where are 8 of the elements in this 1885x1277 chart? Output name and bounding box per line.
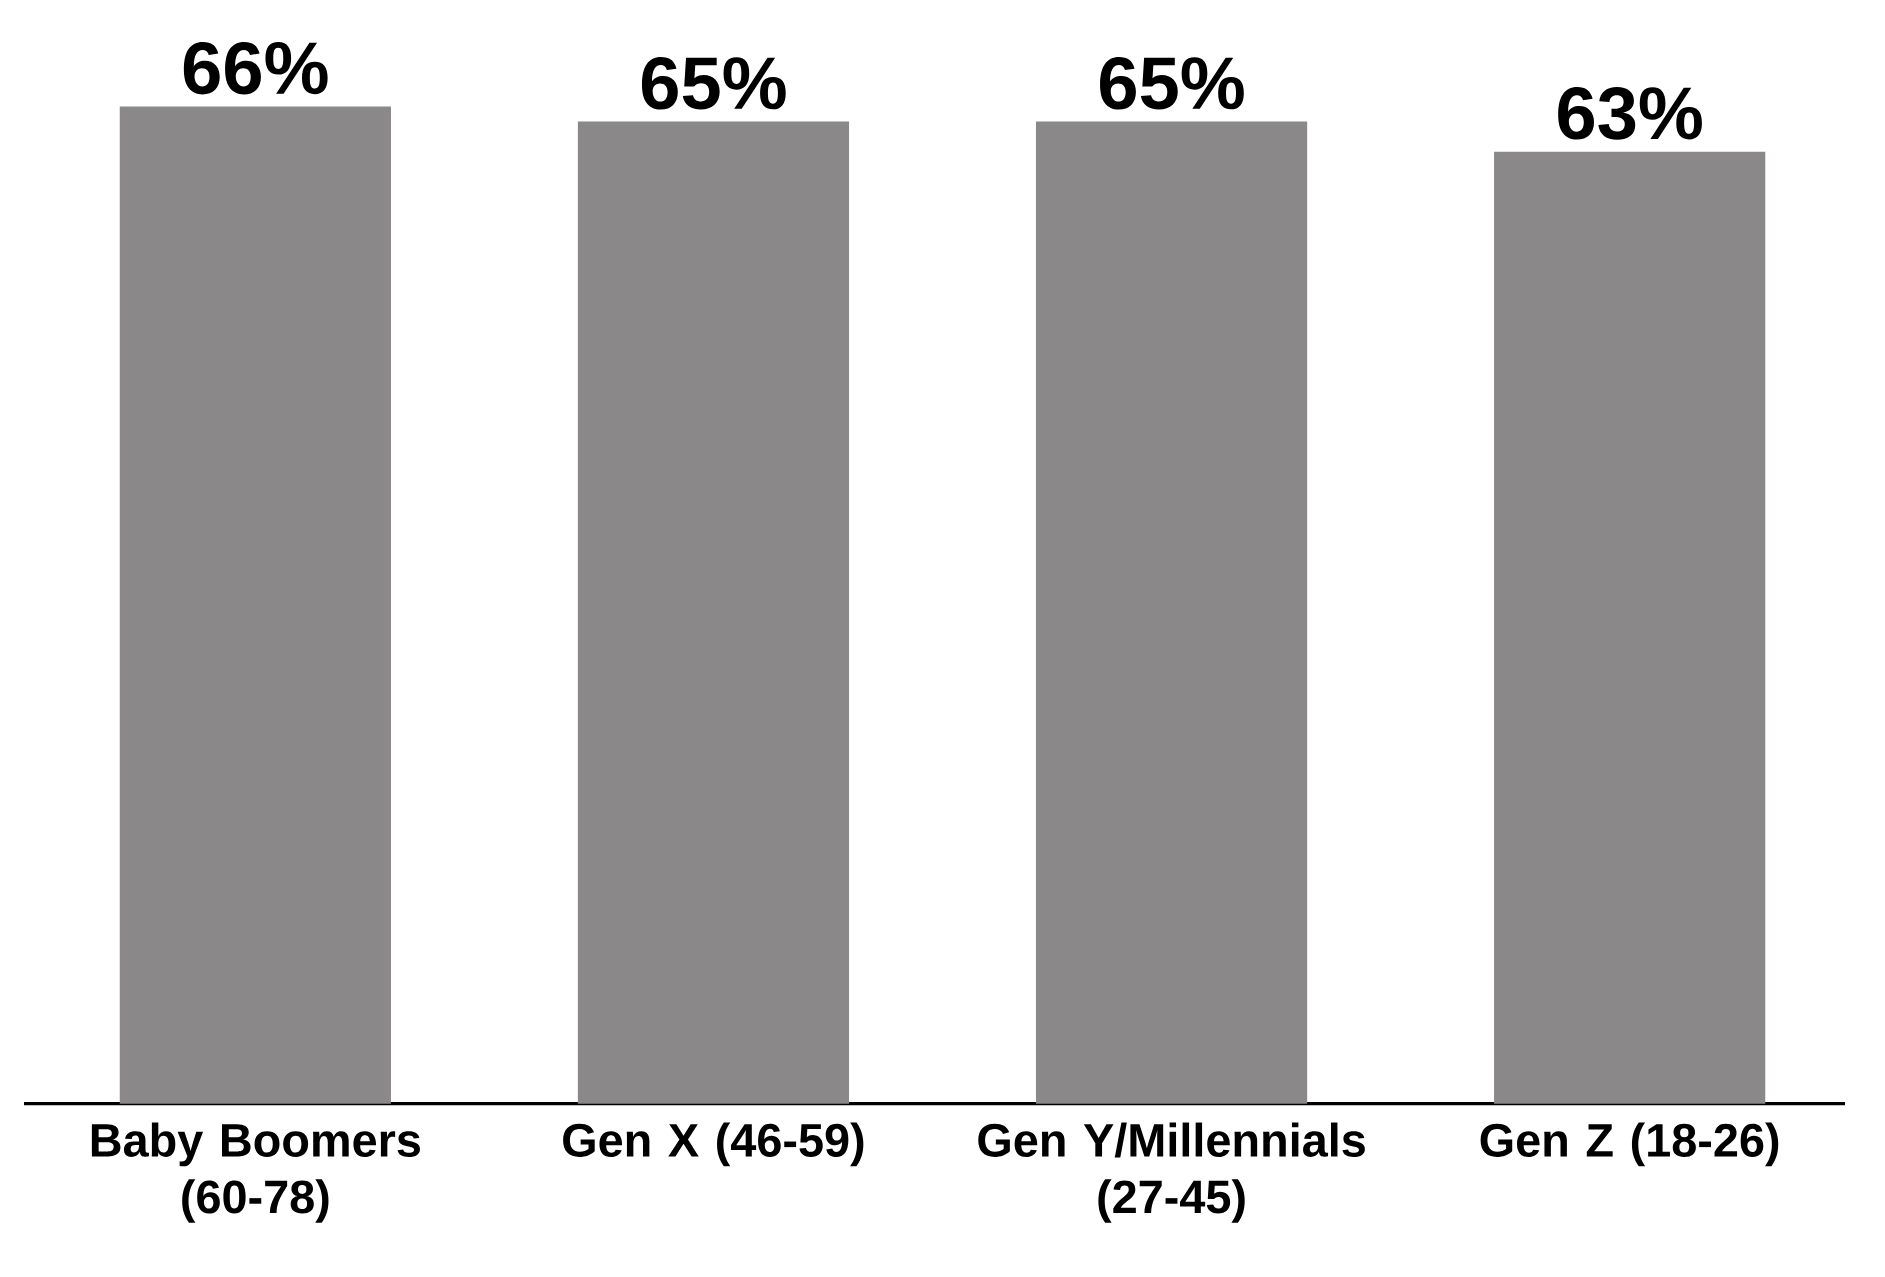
x-tick-label: Gen X (46-59) <box>563 1122 864 1167</box>
x-tick-label: Gen Z (18-26) <box>1480 1122 1779 1167</box>
x-tick-label: Gen Y/Millennials (27-45) <box>978 1122 1365 1223</box>
data-label: 65% <box>641 56 786 110</box>
x-tick-label: Baby Boomers (60-78) <box>91 1122 420 1223</box>
data-label: 66% <box>183 41 328 95</box>
data-label: 65% <box>1100 56 1244 110</box>
data-label: 63% <box>1558 86 1702 140</box>
